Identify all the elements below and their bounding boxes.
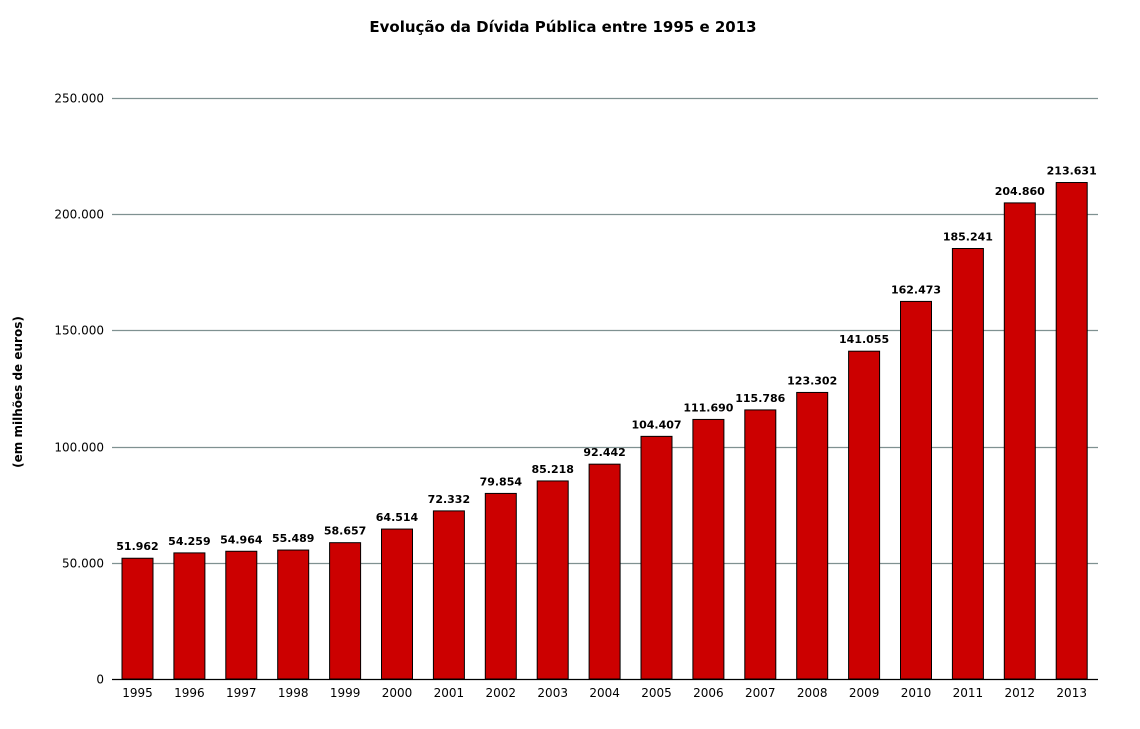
bar-2007	[744, 409, 777, 680]
x-tick-label: 2011	[953, 686, 984, 700]
data-label: 85.218	[531, 463, 573, 476]
data-label: 162.473	[891, 283, 941, 296]
y-tick-label: 50.000	[62, 557, 104, 571]
x-tick-label: 2000	[382, 686, 413, 700]
y-tick-label: 100.000	[54, 441, 104, 455]
data-label: 111.690	[683, 401, 733, 414]
x-tick-label: 2010	[901, 686, 932, 700]
data-label: 79.854	[480, 475, 523, 488]
data-label: 51.962	[116, 540, 158, 553]
x-tick-label: 2001	[434, 686, 465, 700]
data-label: 185.241	[943, 230, 993, 243]
bar-2005	[640, 435, 673, 680]
x-tick-label: 1999	[330, 686, 361, 700]
bar-2012	[1003, 202, 1036, 680]
data-label: 58.657	[324, 525, 366, 538]
data-label: 141.055	[839, 333, 889, 346]
y-tick-label: 0	[96, 673, 104, 687]
data-label: 54.259	[168, 535, 210, 548]
bar-1998	[277, 549, 310, 680]
bar-2001	[432, 510, 465, 680]
bar-2009	[848, 350, 881, 680]
bar-1999	[329, 542, 362, 680]
data-label: 123.302	[787, 374, 837, 387]
bar-2013	[1055, 182, 1088, 680]
data-label: 64.514	[376, 511, 419, 524]
x-tick-labels: 1995 1996 1997 1998 1999 2000 2001 2002 2003 2004…	[122, 686, 1087, 700]
x-tick-label: 2007	[745, 686, 776, 700]
x-tick-label: 2012	[1005, 686, 1036, 700]
bar-2003	[536, 480, 569, 680]
x-tick-label: 2006	[693, 686, 724, 700]
bar-2010	[900, 300, 932, 680]
bar-2002	[484, 492, 517, 680]
bar-2011	[951, 247, 984, 680]
bar-2008	[796, 391, 829, 680]
bars	[121, 182, 1088, 680]
y-tick-label: 150.000	[54, 324, 104, 338]
x-tick-label: 1997	[226, 686, 257, 700]
x-tick-label: 1996	[174, 686, 205, 700]
data-label: 115.786	[735, 392, 785, 405]
bar-2004	[588, 463, 621, 680]
x-tick-label: 1995	[122, 686, 153, 700]
x-tick-label: 2009	[849, 686, 880, 700]
bar-1995	[121, 557, 154, 680]
data-label: 92.442	[583, 446, 625, 459]
bar-2006	[692, 418, 725, 680]
chart-title: Evolução da Dívida Pública entre 1995 e …	[369, 18, 757, 36]
bar-2000	[381, 528, 413, 680]
x-tick-label: 2002	[486, 686, 517, 700]
x-tick-label: 2004	[589, 686, 620, 700]
x-tick-label: 2008	[797, 686, 828, 700]
x-tick-label: 2013	[1056, 686, 1087, 700]
data-label: 72.332	[428, 493, 470, 506]
bar-1997	[225, 550, 258, 680]
x-tick-label: 2003	[537, 686, 568, 700]
data-label: 55.489	[272, 532, 314, 545]
y-tick-label: 200.000	[54, 208, 104, 222]
x-tick-label: 1998	[278, 686, 309, 700]
x-tick-label: 2005	[641, 686, 672, 700]
y-tick-labels: 0 50.000 100.000 150.000 200.000 250.000	[54, 92, 104, 687]
data-label: 213.631	[1047, 165, 1097, 178]
data-labels: 51.962 54.259 54.964 55.489 58.657 64.514 72.3…	[116, 165, 1096, 554]
y-tick-label: 250.000	[54, 92, 104, 106]
data-label: 104.407	[631, 418, 681, 431]
bar-1996	[173, 552, 206, 680]
data-label: 54.964	[220, 533, 263, 546]
data-label: 204.860	[995, 185, 1045, 198]
